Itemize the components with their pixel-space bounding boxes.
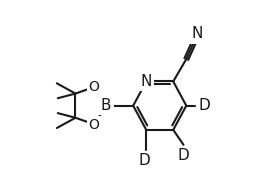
Text: B: B (101, 98, 112, 113)
Text: O: O (89, 118, 100, 132)
Text: D: D (138, 153, 150, 168)
Text: N: N (141, 74, 152, 89)
Text: N: N (192, 26, 203, 41)
Text: D: D (178, 148, 189, 163)
Text: D: D (199, 98, 211, 113)
Text: O: O (89, 80, 100, 94)
